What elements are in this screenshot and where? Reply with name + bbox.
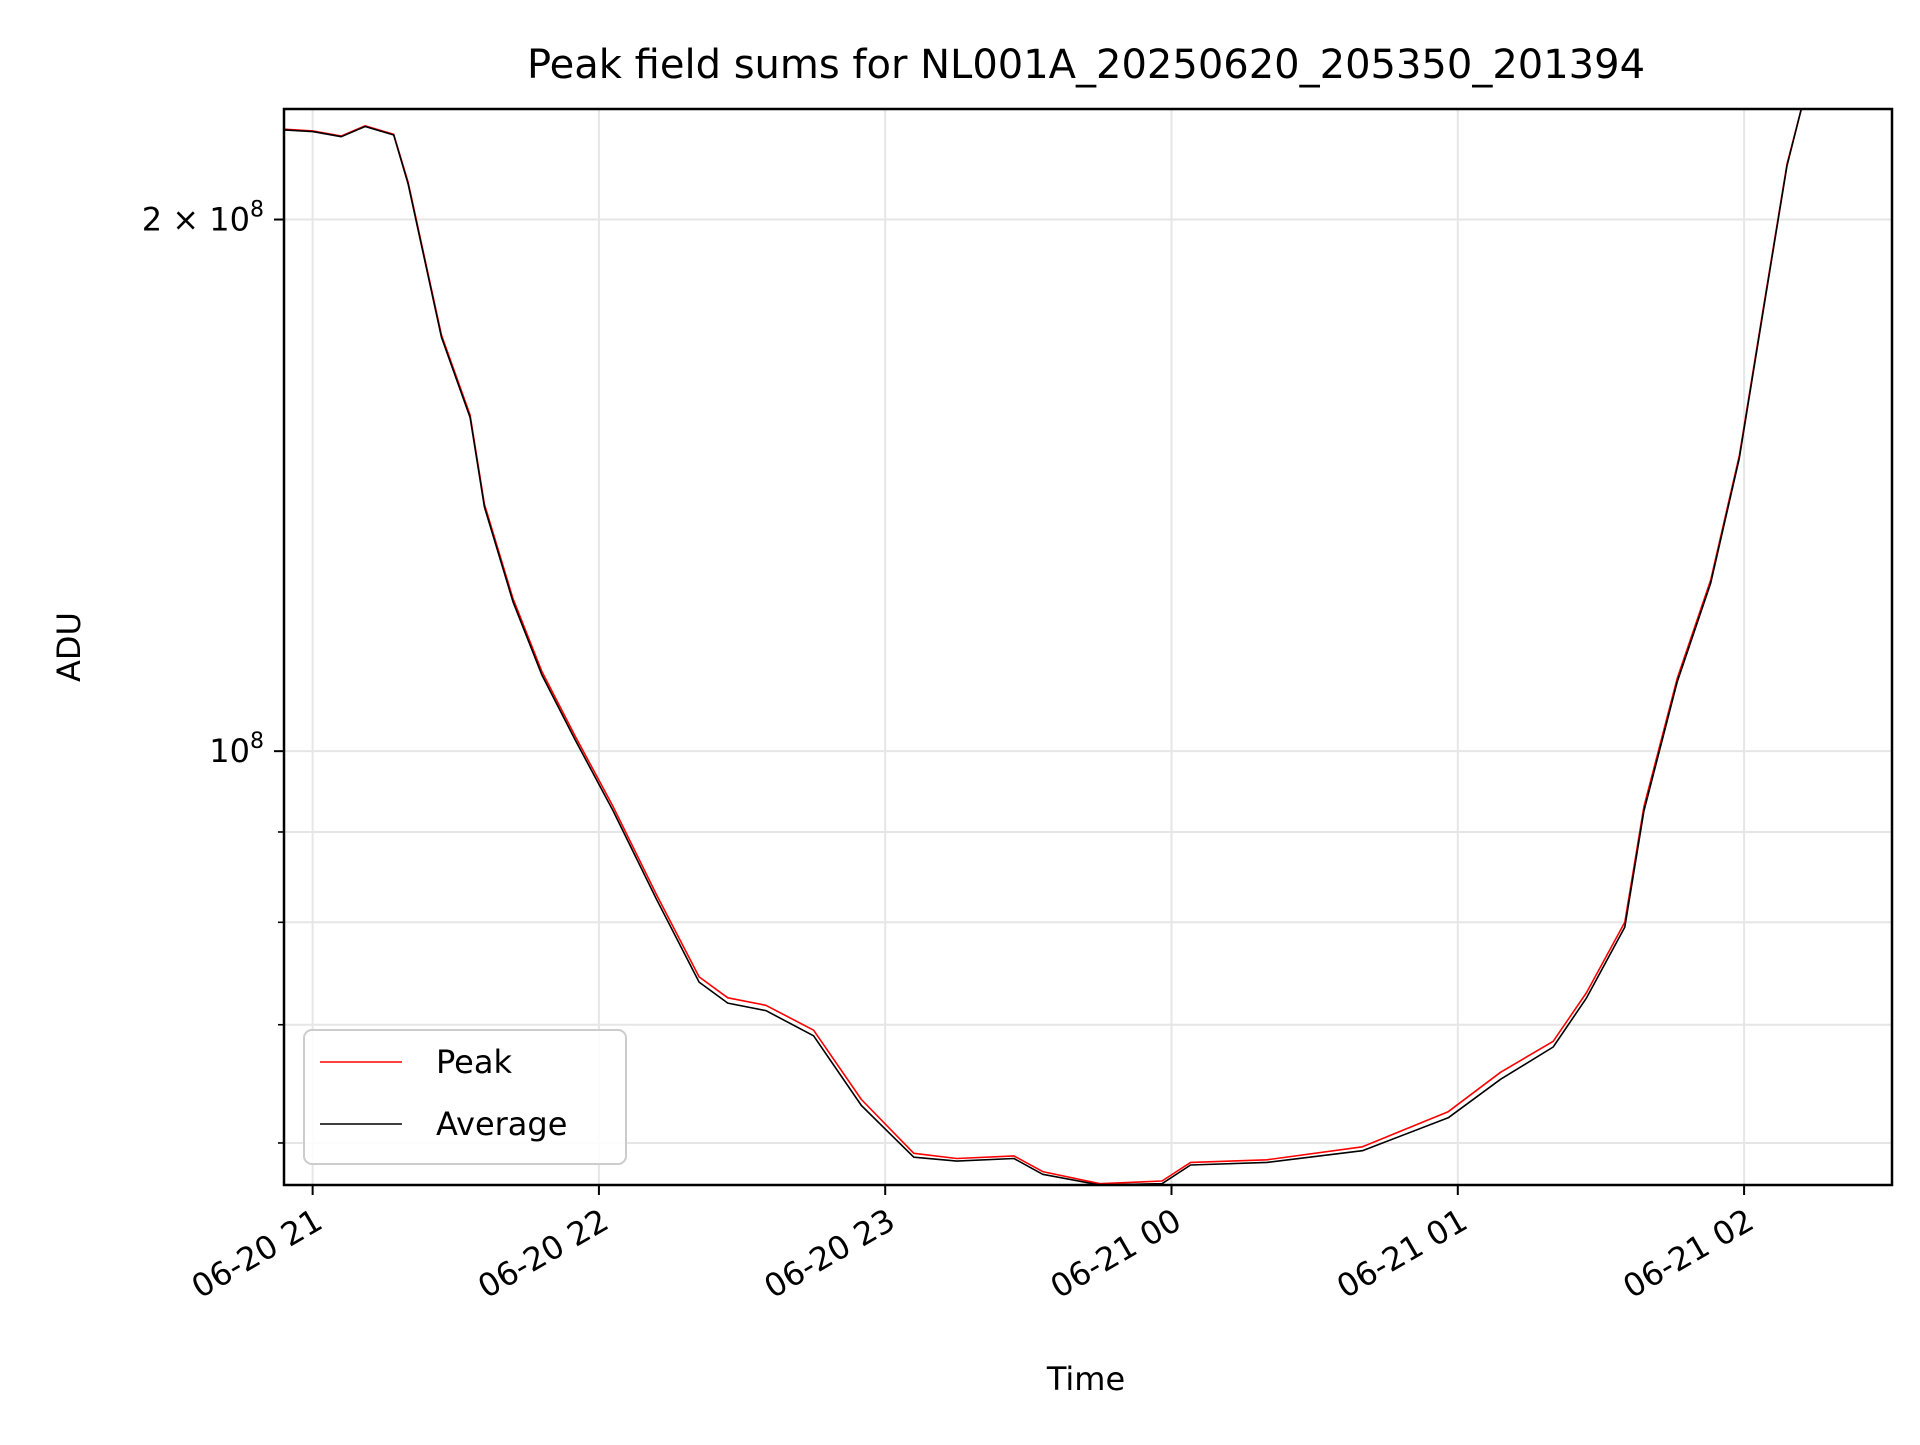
y-tick-base: 10 bbox=[209, 201, 250, 239]
series-group bbox=[284, 109, 1803, 1185]
legend-label-peak: Peak bbox=[436, 1043, 512, 1081]
y-tick-base: 10 bbox=[209, 732, 250, 770]
series-line-average bbox=[284, 109, 1803, 1185]
y-tick-exponent: 8 bbox=[250, 198, 264, 223]
x-axis-label: Time bbox=[1046, 1360, 1125, 1398]
chart-title: Peak field sums for NL001A_20250620_2053… bbox=[527, 42, 1645, 88]
y-tick-exponent: 8 bbox=[250, 729, 264, 754]
y-tick-label: 2 × 108 bbox=[142, 198, 264, 239]
legend-box bbox=[303, 1029, 627, 1165]
y-tick-label: 108 bbox=[209, 729, 264, 770]
y-tick-multiplier: 2 × bbox=[142, 201, 210, 239]
legend: Peak Average bbox=[303, 1029, 627, 1165]
plot-frame bbox=[282, 107, 1894, 1187]
legend-label-average: Average bbox=[436, 1105, 567, 1143]
y-axis-label: ADU bbox=[50, 612, 88, 682]
